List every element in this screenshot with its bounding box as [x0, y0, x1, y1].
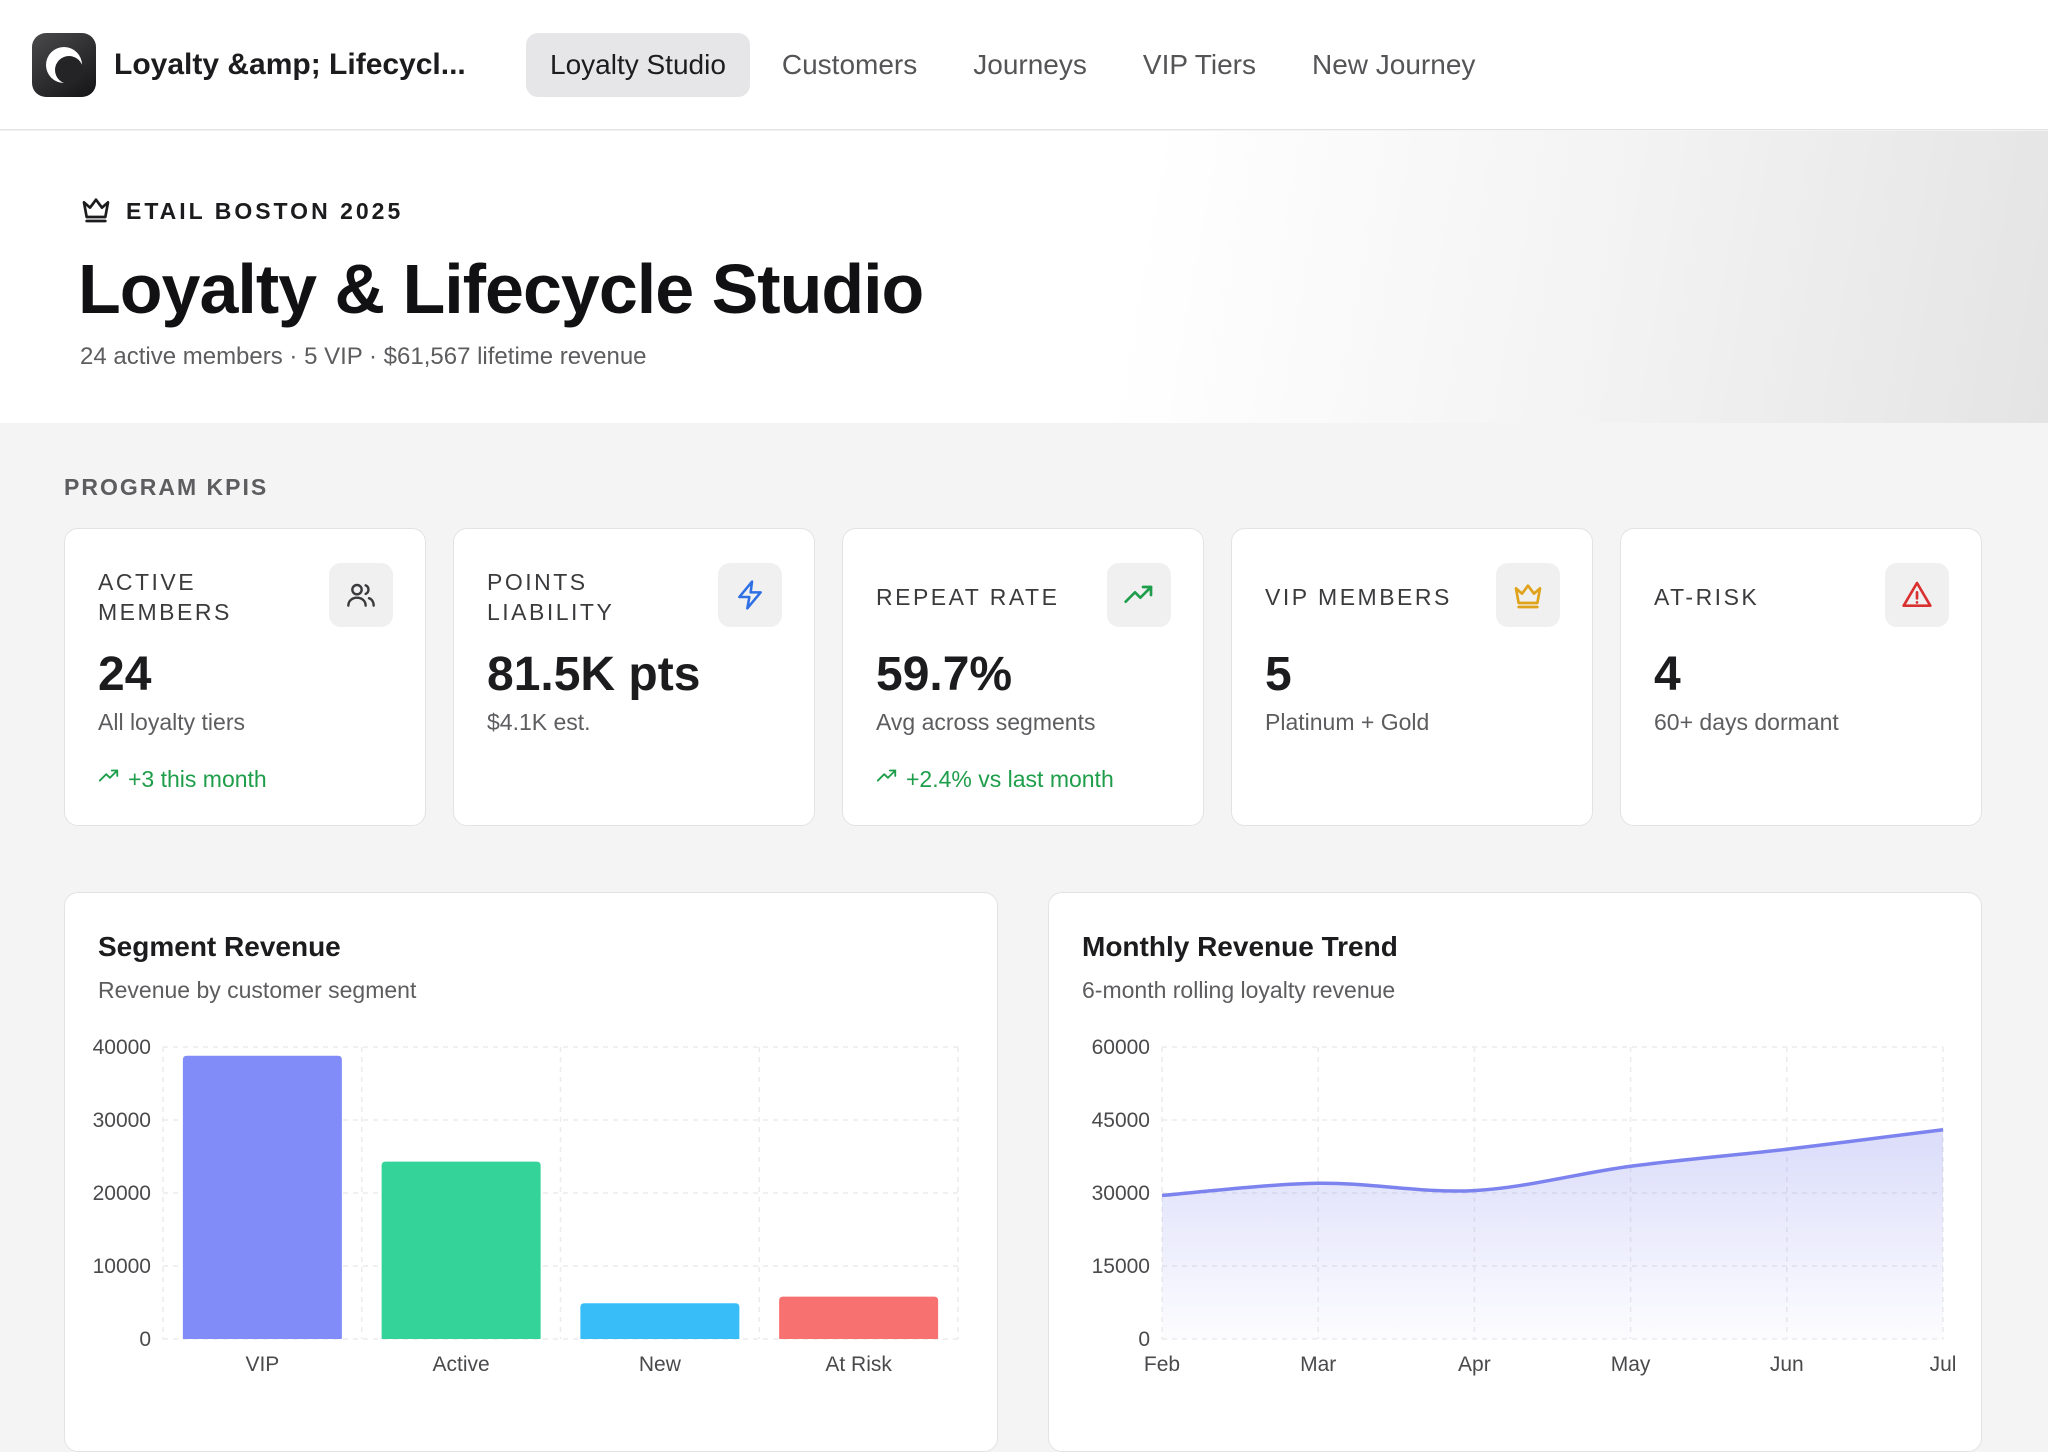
y-tick-label: 40000 [93, 1036, 151, 1059]
y-tick-label: 10000 [93, 1255, 151, 1278]
hero-banner: ETAIL BOSTON 2025 Loyalty & Lifecycle St… [0, 131, 2048, 423]
y-tick-label: 60000 [1092, 1036, 1150, 1059]
kpi-subtext: Platinum + Gold [1265, 709, 1429, 736]
kpi-row: ACTIVE MEMBERS 24 All loyalty tiers +3 t… [64, 528, 1984, 828]
kpi-card-at-risk[interactable]: AT-RISK 4 60+ days dormant [1620, 528, 1982, 826]
app-name: Loyalty &amp; Lifecycl... [114, 48, 514, 82]
x-tick-label: New [639, 1353, 682, 1376]
monthly-revenue-trend-chart: 0 15000 30000 45000 60000 Feb Mar Apr May Jun Jul [1049, 893, 1982, 1452]
kpi-value: 24 [98, 647, 151, 702]
kpi-value: 59.7% [876, 647, 1012, 702]
kpi-card-vip-members[interactable]: VIP MEMBERS 5 Platinum + Gold [1231, 528, 1593, 826]
kpi-value: 4 [1654, 647, 1681, 702]
bar-vip [183, 1056, 342, 1339]
nav-tab-customers[interactable]: Customers [758, 33, 941, 97]
nav-tab-vip-tiers[interactable]: VIP Tiers [1119, 33, 1280, 97]
event-name: ETAIL BOSTON 2025 [126, 198, 403, 225]
kpi-label: VIP MEMBERS [1265, 565, 1485, 629]
kpi-card-points-liability[interactable]: POINTS LIABILITY 81.5K pts $4.1K est. [453, 528, 815, 826]
bar-at-risk [779, 1297, 938, 1339]
trending-up-icon [1107, 563, 1171, 627]
x-tick-label: May [1611, 1353, 1651, 1376]
crown-icon [1496, 563, 1560, 627]
nav-tab-journeys[interactable]: Journeys [949, 33, 1111, 97]
users-icon [329, 563, 393, 627]
crown-icon [80, 193, 112, 230]
trending-up-icon [876, 765, 906, 793]
y-tick-label: 0 [139, 1328, 151, 1351]
kpi-label: ACTIVE MEMBERS [98, 565, 318, 629]
kpi-label: POINTS LIABILITY [487, 565, 707, 629]
area-fill [1162, 1130, 1943, 1339]
y-tick-label: 45000 [1092, 1109, 1150, 1132]
x-tick-label: At Risk [825, 1353, 892, 1376]
y-tick-label: 0 [1138, 1328, 1150, 1351]
x-tick-label: Apr [1458, 1353, 1491, 1376]
bar-new [580, 1303, 739, 1339]
page-title: Loyalty & Lifecycle Studio [78, 249, 923, 329]
kpi-subtext: All loyalty tiers [98, 709, 245, 736]
kpi-subtext: 60+ days dormant [1654, 709, 1839, 736]
y-tick-label: 15000 [1092, 1255, 1150, 1278]
main-nav: Loyalty Studio Customers Journeys VIP Ti… [526, 33, 1507, 97]
monthly-revenue-trend-card: Monthly Revenue Trend 6-month rolling lo… [1048, 892, 1982, 1452]
app-logo-icon[interactable] [32, 33, 96, 97]
x-tick-label: Active [433, 1353, 490, 1376]
segment-revenue-chart: 0 10000 20000 30000 40000 VIP Active New At Risk [65, 893, 998, 1452]
kpi-delta: +3 this month [98, 765, 267, 793]
kpi-card-repeat-rate[interactable]: REPEAT RATE 59.7% Avg across segments +2… [842, 528, 1204, 826]
kpi-value: 5 [1265, 647, 1292, 702]
y-tick-label: 20000 [93, 1182, 151, 1205]
y-tick-label: 30000 [1092, 1182, 1150, 1205]
kpi-delta-text: +2.4% vs last month [906, 766, 1114, 793]
kpi-subtext: $4.1K est. [487, 709, 591, 736]
x-tick-label: Mar [1300, 1353, 1336, 1376]
bar-active [382, 1162, 541, 1339]
x-tick-label: Jul [1930, 1353, 1957, 1376]
trending-up-icon [98, 765, 128, 793]
y-tick-label: 30000 [93, 1109, 151, 1132]
nav-tab-loyalty-studio[interactable]: Loyalty Studio [526, 33, 750, 97]
x-tick-label: Feb [1144, 1353, 1180, 1376]
x-tick-label: Jun [1770, 1353, 1804, 1376]
warning-icon [1885, 563, 1949, 627]
kpi-delta: +2.4% vs last month [876, 765, 1114, 793]
kpi-label: AT-RISK [1654, 565, 1874, 629]
kpi-label: REPEAT RATE [876, 565, 1096, 629]
top-nav-bar: Loyalty &amp; Lifecycl... Loyalty Studio… [0, 0, 2048, 130]
kpi-value: 81.5K pts [487, 647, 700, 702]
kpi-card-active-members[interactable]: ACTIVE MEMBERS 24 All loyalty tiers +3 t… [64, 528, 426, 826]
lightning-icon [718, 563, 782, 627]
kpi-subtext: Avg across segments [876, 709, 1095, 736]
nav-tab-new-journey[interactable]: New Journey [1288, 33, 1499, 97]
event-eyebrow: ETAIL BOSTON 2025 [80, 193, 403, 230]
page-subtitle: 24 active members · 5 VIP · $61,567 life… [80, 343, 647, 371]
x-tick-label: VIP [245, 1353, 279, 1376]
section-label-program-kpis: PROGRAM KPIS [64, 474, 268, 501]
kpi-delta-text: +3 this month [128, 766, 267, 793]
segment-revenue-card: Segment Revenue Revenue by customer segm… [64, 892, 998, 1452]
